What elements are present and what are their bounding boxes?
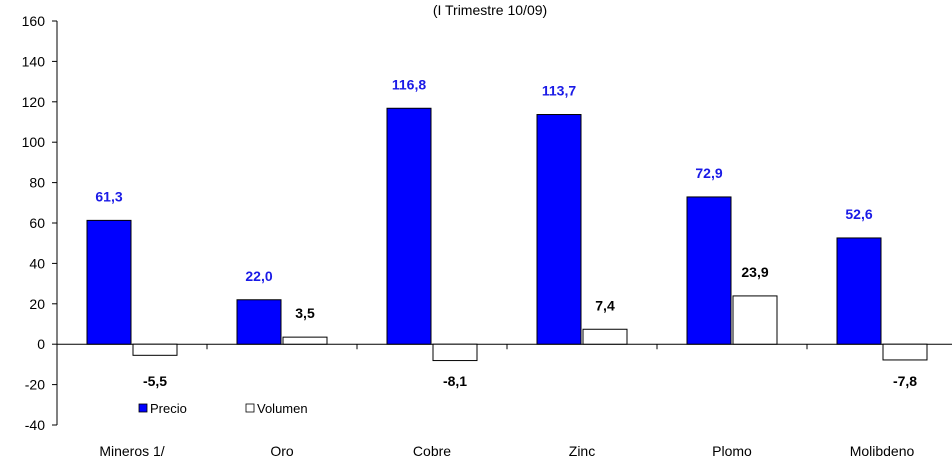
data-label-precio: 52,6 xyxy=(845,206,872,222)
data-label-precio: 72,9 xyxy=(695,165,722,181)
legend-label-volumen: Volumen xyxy=(257,401,308,416)
data-label-volumen: -5,5 xyxy=(143,373,167,389)
y-tick-label: 20 xyxy=(29,296,45,312)
x-category-label: Zinc xyxy=(569,443,595,459)
legend-swatch-volumen xyxy=(245,403,255,413)
chart-subtitle: (I Trimestre 10/09) xyxy=(433,2,547,18)
y-tick-label: 80 xyxy=(29,175,45,191)
data-label-volumen: 7,4 xyxy=(595,297,615,313)
y-tick-label: 60 xyxy=(29,215,45,231)
y-tick-label: 40 xyxy=(29,255,45,271)
y-tick-label: -40 xyxy=(25,417,45,433)
bar-precio xyxy=(86,219,132,345)
y-tick-label: -20 xyxy=(25,377,45,393)
data-label-volumen: 23,9 xyxy=(741,264,768,280)
bar-precio xyxy=(836,237,882,345)
y-tick-label: 100 xyxy=(22,134,46,150)
x-category-label: Oro xyxy=(270,443,294,459)
bar-precio xyxy=(236,299,282,345)
chart-data-labels: 61,3 -5,5 22,0 3,5 116,8 -8,1 113,7 7,4 72,9 23,9… xyxy=(95,76,917,389)
data-label-precio: 22,0 xyxy=(245,268,272,284)
bar-volumen xyxy=(282,336,328,345)
y-tick-label: 120 xyxy=(22,94,46,110)
x-category-label: Plomo xyxy=(712,443,752,459)
bar-volumen xyxy=(582,328,628,345)
bar-volumen xyxy=(132,343,178,356)
legend-swatch-precio xyxy=(138,403,148,413)
bar-precio xyxy=(386,107,432,345)
bar-volumen xyxy=(432,343,478,362)
bar-volumen xyxy=(732,295,778,345)
x-category-label: Cobre xyxy=(413,443,451,459)
chart-legend: Precio Volumen xyxy=(138,401,308,416)
x-category-label: Molibdeno xyxy=(850,443,915,459)
y-tick-label: 160 xyxy=(22,13,46,29)
data-label-precio: 61,3 xyxy=(95,188,122,204)
data-label-volumen: -7,8 xyxy=(893,373,917,389)
x-category-label: Mineros 1/ xyxy=(99,443,164,459)
y-tick-label: 140 xyxy=(22,53,46,69)
data-label-volumen: -8,1 xyxy=(443,373,467,389)
bar-precio xyxy=(686,196,732,345)
y-tick-label: 0 xyxy=(37,336,45,352)
bar-volumen xyxy=(882,343,928,361)
data-label-precio: 113,7 xyxy=(542,83,576,99)
chart-axes: -40 -20 0 20 40 60 80 100 120 140 160 Mineros 1/Oro… xyxy=(22,13,952,459)
data-label-volumen: 3,5 xyxy=(295,305,315,321)
bar-precio xyxy=(536,114,582,345)
data-label-precio: 116,8 xyxy=(392,76,426,92)
chart-bars xyxy=(86,107,928,362)
legend-label-precio: Precio xyxy=(150,401,187,416)
